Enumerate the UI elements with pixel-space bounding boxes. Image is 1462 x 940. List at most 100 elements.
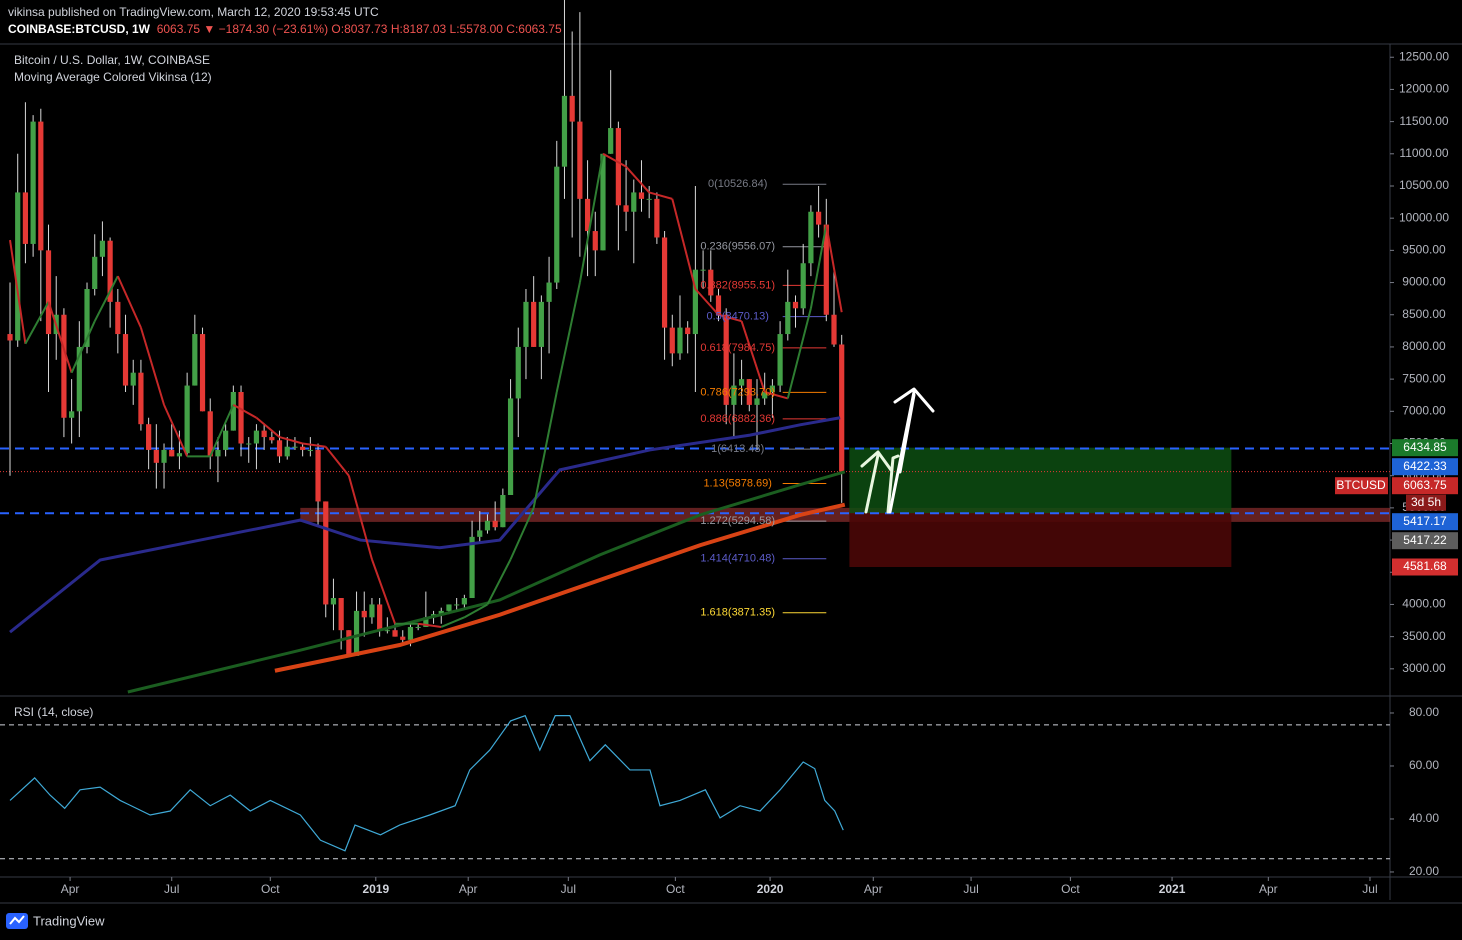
fib-label: 0.382(8955.51) <box>700 279 775 291</box>
symbol-tag-box <box>1335 477 1388 495</box>
y-tick-label: 7000.00 <box>1402 403 1446 417</box>
moving-average-segment <box>70 320 96 374</box>
y-tick-label: 40.00 <box>1409 811 1439 825</box>
candle-body <box>800 263 806 309</box>
publisher: vikinsa published on TradingView.com, Ma… <box>8 5 379 19</box>
y-tick-label: 80.00 <box>1409 705 1439 719</box>
candle-body <box>831 314 837 345</box>
price-label: 4581.68 <box>1403 559 1447 573</box>
fib-label: 1.13(5878.69) <box>703 477 772 489</box>
legend-indicator: Moving Average Colored Vikinsa (12) <box>14 70 212 84</box>
moving-average-segment <box>347 475 373 560</box>
moving-average <box>274 502 846 673</box>
rsi-line <box>9 714 844 852</box>
candle-body <box>708 269 714 296</box>
candle-body <box>538 301 544 347</box>
moving-average-segment <box>648 191 673 200</box>
moving-average-segment <box>740 320 766 393</box>
candle-body <box>423 617 429 627</box>
arrow <box>886 454 900 514</box>
candle-body <box>192 334 198 386</box>
candle-body <box>84 288 90 347</box>
moving-average-segment <box>324 446 350 477</box>
candle-body <box>353 610 360 656</box>
candle-body <box>300 446 306 450</box>
candle-body <box>61 314 67 418</box>
candle-body <box>523 301 529 347</box>
x-tick-label: 2021 <box>1159 882 1186 896</box>
candle-body <box>569 95 575 122</box>
candle-body <box>369 604 375 618</box>
countdown-box <box>1406 494 1446 511</box>
candle-body <box>646 198 652 200</box>
candle-body <box>792 301 799 309</box>
candle-body <box>76 346 82 412</box>
candle-body <box>577 121 583 199</box>
y-tick-label: 8000.00 <box>1402 339 1446 353</box>
candle-body <box>230 391 236 431</box>
candle-body <box>715 295 722 315</box>
last-price: 6063.75 <box>156 22 201 36</box>
open: O:8037.73 <box>331 22 388 36</box>
moving-average-segment <box>116 275 142 329</box>
candle-body <box>238 391 244 444</box>
y-tick-label: 60.00 <box>1409 758 1439 772</box>
legend-title: Bitcoin / U.S. Dollar, 1W, COINBASE <box>14 53 210 67</box>
candle-body <box>700 269 706 271</box>
arrow <box>860 450 893 514</box>
candle-body <box>731 385 737 405</box>
candle-body <box>384 630 390 632</box>
candle-body <box>223 430 229 450</box>
x-tick-label: Jul <box>963 882 978 896</box>
moving-average-segment <box>232 404 257 419</box>
x-tick-label: Jul <box>164 882 179 896</box>
candle-body <box>515 346 521 399</box>
x-tick-label: Apr <box>61 882 80 896</box>
price-label-box <box>1392 458 1458 476</box>
candle-body <box>554 166 560 283</box>
y-tick-label: 7500.00 <box>1402 371 1446 385</box>
candle-body <box>246 443 252 445</box>
candle-body <box>500 495 506 528</box>
y-tick-label: 10500.00 <box>1399 178 1449 192</box>
fib-label: 0.5(8470.13) <box>707 311 769 323</box>
candle-body <box>685 327 691 335</box>
candle-body <box>808 211 814 264</box>
y-tick-label: 3000.00 <box>1402 661 1446 675</box>
candle-body <box>492 520 498 528</box>
candle-body <box>415 626 421 628</box>
moving-average-segment <box>440 616 465 628</box>
moving-average-segment <box>671 198 697 290</box>
moving-average-segment <box>509 507 535 560</box>
y-tick-label: 9000.00 <box>1402 275 1446 289</box>
candle-body <box>615 128 621 206</box>
candle-body <box>161 449 167 463</box>
candle-body <box>746 379 752 405</box>
candle-body <box>361 610 367 618</box>
fib-label: 0(10526.84) <box>708 178 767 190</box>
moving-average-segment <box>718 313 742 323</box>
candle-body <box>484 520 491 531</box>
candle-body <box>692 269 698 335</box>
moving-average-segment <box>578 153 604 283</box>
candle-body <box>839 344 845 472</box>
x-tick-label: 2019 <box>362 882 389 896</box>
moving-average-segment <box>463 603 488 619</box>
candle-body <box>546 282 552 302</box>
candle-body <box>323 501 329 605</box>
candle-body <box>561 95 568 167</box>
y-tick-label: 9500.00 <box>1402 243 1446 257</box>
candle-body <box>762 391 768 399</box>
candle-body <box>446 604 452 611</box>
moving-average-segment <box>555 282 581 393</box>
price-label-box <box>1392 439 1458 457</box>
candle-body <box>592 231 598 251</box>
price-label-box <box>1392 477 1458 495</box>
quote-line: COINBASE:BTCUSD, 1W 6063.75 ▼ −1874.30 (… <box>8 21 562 38</box>
candle-body <box>45 250 52 335</box>
candle-body <box>777 334 783 386</box>
price-label-box <box>1392 513 1458 531</box>
moving-average <box>127 470 846 694</box>
y-tick-label: 10000.00 <box>1399 210 1449 224</box>
